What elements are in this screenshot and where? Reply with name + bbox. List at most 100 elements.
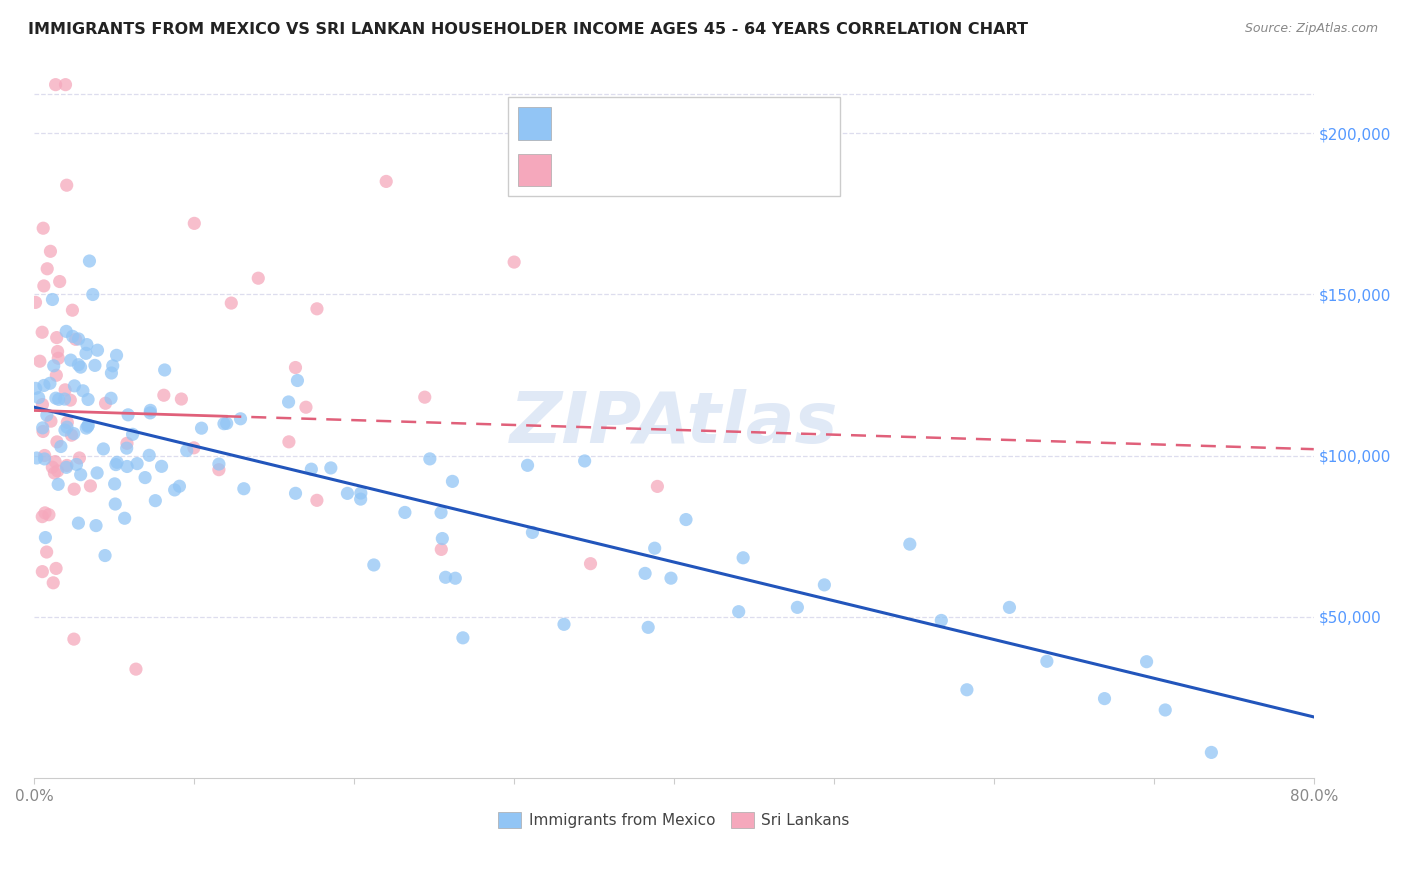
Point	[284, 486, 307, 500]
Point	[63, 379, 86, 393]
Point	[34, 449, 56, 463]
Point	[67, 332, 90, 346]
Point	[34, 531, 56, 545]
Point	[634, 566, 657, 581]
Point	[169, 479, 191, 493]
Point	[34, 506, 56, 520]
Point	[37, 261, 59, 276]
Legend: Immigrants from Mexico, Sri Lankans: Immigrants from Mexico, Sri Lankans	[492, 806, 856, 834]
Point	[219, 296, 242, 310]
Point	[786, 600, 808, 615]
Point	[644, 541, 666, 556]
Point	[117, 408, 139, 422]
Point	[104, 476, 127, 491]
Point	[24, 295, 46, 310]
Point	[183, 216, 205, 230]
Point	[675, 512, 697, 526]
Point	[31, 397, 53, 411]
Point	[998, 600, 1021, 615]
Point	[284, 360, 307, 375]
Point	[305, 301, 328, 316]
Point	[75, 346, 97, 360]
Point	[55, 325, 77, 339]
Point	[72, 384, 94, 398]
Point	[49, 440, 72, 454]
Point	[65, 332, 87, 346]
Point	[153, 388, 176, 402]
Point	[503, 255, 526, 269]
Point	[46, 477, 69, 491]
Point	[62, 303, 84, 318]
Point	[93, 442, 115, 456]
Point	[929, 614, 952, 628]
Point	[63, 632, 86, 647]
Point	[31, 509, 53, 524]
Point	[86, 343, 108, 358]
Point	[32, 221, 55, 235]
Point	[434, 570, 457, 584]
Point	[67, 450, 90, 465]
Point	[138, 448, 160, 462]
Point	[104, 458, 127, 472]
Text: ZIPAtlas: ZIPAtlas	[510, 389, 838, 458]
Point	[32, 279, 55, 293]
Point	[170, 392, 193, 406]
Point	[1036, 654, 1059, 668]
Point	[115, 441, 138, 455]
Point	[59, 393, 82, 408]
Point	[86, 466, 108, 480]
Point	[441, 475, 464, 489]
Point	[295, 401, 318, 415]
Point	[41, 293, 63, 307]
Point	[94, 549, 117, 563]
Point	[41, 460, 63, 475]
Point	[46, 344, 69, 359]
Point	[76, 419, 98, 434]
Point	[413, 390, 436, 404]
Point	[69, 467, 91, 482]
Point	[82, 287, 104, 301]
Point	[1154, 703, 1177, 717]
Point	[277, 434, 299, 449]
Point	[287, 374, 309, 388]
Point	[67, 516, 90, 530]
Point	[394, 505, 416, 519]
Point	[553, 617, 575, 632]
Point	[150, 459, 173, 474]
Point	[84, 359, 107, 373]
Point	[215, 417, 238, 431]
Point	[115, 436, 138, 450]
Point	[77, 418, 100, 433]
Point	[121, 427, 143, 442]
Point	[232, 482, 254, 496]
Point	[39, 244, 62, 259]
Point	[522, 525, 544, 540]
Point	[39, 414, 62, 428]
Point	[56, 458, 79, 473]
Point	[55, 78, 77, 92]
Point	[48, 392, 70, 407]
Point	[77, 392, 100, 407]
Point	[25, 450, 48, 465]
Point	[34, 451, 56, 466]
Point	[637, 620, 659, 634]
Point	[350, 492, 373, 507]
Point	[208, 463, 231, 477]
Point	[105, 455, 128, 469]
Point	[350, 486, 373, 500]
Point	[75, 421, 97, 435]
Point	[63, 482, 86, 496]
Point	[319, 461, 342, 475]
Point	[31, 421, 53, 435]
Point	[727, 605, 749, 619]
Point	[419, 451, 441, 466]
Point	[67, 358, 90, 372]
Point	[28, 354, 51, 368]
Point	[579, 557, 602, 571]
Point	[647, 479, 669, 493]
Point	[183, 441, 205, 455]
Point	[1135, 655, 1157, 669]
Point	[32, 425, 55, 439]
Point	[336, 486, 359, 500]
Point	[898, 537, 921, 551]
